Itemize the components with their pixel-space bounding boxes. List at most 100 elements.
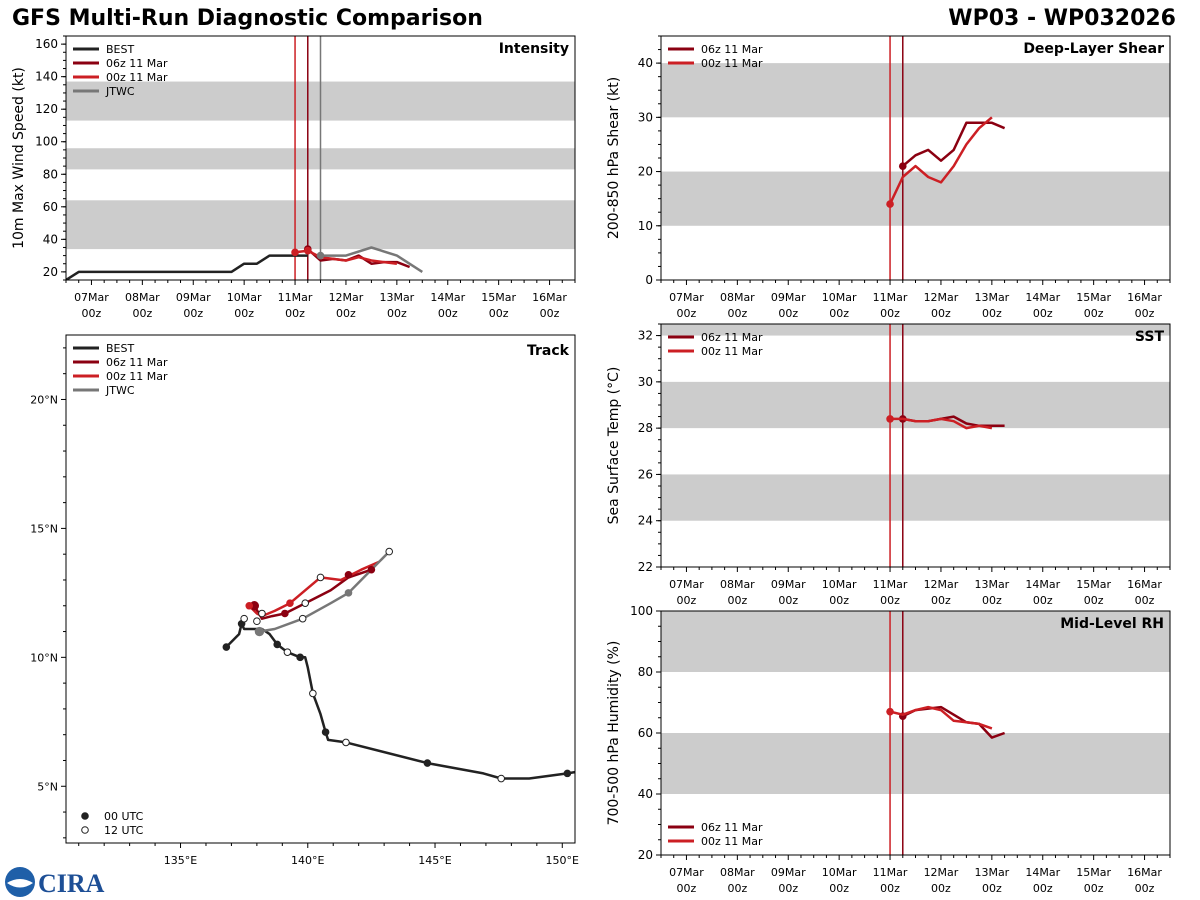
x-tick-label: 15Mar [1076, 866, 1111, 879]
y-tick-label: 10°N [30, 651, 58, 664]
track-series [222, 547, 575, 783]
noaa-bird-icon [7, 879, 33, 888]
series-point-run00 [886, 707, 894, 716]
panel-title: SST [1135, 329, 1165, 345]
series-line-run00 [889, 705, 993, 730]
sst-series [886, 415, 1005, 430]
x-tick-label: 08Mar [720, 866, 755, 879]
x-tick-sublabel: 00z [1135, 594, 1155, 607]
y-tick-label: 40 [638, 787, 653, 801]
x-tick-label: 150°E [546, 854, 579, 867]
x-tick-label: 13Mar [379, 291, 414, 304]
track-point-best [222, 643, 231, 651]
x-tick-sublabel: 00z [677, 594, 697, 607]
x-tick-label: 08Mar [720, 291, 755, 304]
marker-legend-symbol [81, 826, 89, 834]
x-tick-sublabel: 00z [438, 307, 458, 320]
x-tick-label: 11Mar [873, 291, 908, 304]
x-tick-sublabel: 00z [336, 307, 356, 320]
x-tick-sublabel: 00z [1033, 882, 1053, 895]
x-tick-label: 16Mar [1127, 578, 1162, 591]
track-point-jtwc [385, 547, 394, 556]
y-tick-label: 22 [638, 560, 653, 574]
marker-legend-label: 12 UTC [104, 824, 144, 837]
x-tick-sublabel: 00z [880, 594, 900, 607]
x-tick-label: 09Mar [771, 578, 806, 591]
x-tick-sublabel: 00z [982, 882, 1002, 895]
x-tick-label: 135°E [164, 854, 197, 867]
y-tick-label: 80 [638, 665, 653, 679]
x-tick-sublabel: 00z [931, 594, 951, 607]
y-tick-label: 30 [638, 375, 653, 389]
threshold-band [661, 733, 1170, 794]
y-tick-label: 160 [35, 37, 58, 51]
y-axis-label: 700-500 hPa Humidity (%) [606, 641, 622, 826]
legend-label: JTWC [105, 384, 135, 397]
x-tick-label: 11Mar [873, 866, 908, 879]
y-tick-label: 32 [638, 329, 653, 343]
x-tick-sublabel: 00z [1033, 594, 1053, 607]
x-tick-sublabel: 00z [677, 882, 697, 895]
panel-title: Mid-Level RH [1060, 616, 1164, 632]
x-tick-label: 08Mar [720, 578, 755, 591]
x-tick-sublabel: 00z [677, 307, 697, 320]
x-tick-sublabel: 00z [1084, 307, 1104, 320]
x-tick-label: 10Mar [822, 578, 857, 591]
y-axis-label: 200-850 hPa Shear (kt) [606, 77, 622, 239]
y-tick-label: 0 [645, 273, 653, 287]
x-tick-label: 09Mar [176, 291, 211, 304]
track-line-run00 [248, 560, 380, 618]
marker-legend-symbol [81, 812, 89, 820]
track-point-run00 [258, 609, 266, 618]
x-tick-sublabel: 00z [489, 307, 509, 320]
track-panel: 135°E 140°E 145°E 150°E 5°N 10°N 15°N 20°N Track… [30, 334, 579, 867]
track-point-jtwc [301, 599, 310, 607]
x-tick-sublabel: 00z [829, 882, 849, 895]
track-point-run06 [367, 565, 376, 574]
y-tick-label: 30 [638, 110, 653, 124]
track-point-jtwc [344, 589, 353, 597]
plot-frame [660, 323, 1171, 568]
x-tick-sublabel: 00z [778, 882, 798, 895]
series-line-run00 [888, 116, 993, 205]
legend-label: 00z 11 Mar [701, 345, 763, 358]
track-point-best [273, 640, 282, 649]
x-tick-label: 12Mar [329, 291, 364, 304]
x-tick-label: 15Mar [481, 291, 516, 304]
plot-frame [65, 334, 576, 844]
x-tick-label: 145°E [418, 854, 451, 867]
legend-label: 00z 11 Mar [701, 57, 763, 70]
x-tick-label: 12Mar [924, 578, 959, 591]
y-tick-label: 24 [638, 514, 653, 528]
storm-id: WP03 - WP032026 [948, 6, 1176, 31]
x-tick-sublabel: 00z [1084, 594, 1104, 607]
marker-legend-label: 00 UTC [104, 810, 144, 823]
x-tick-sublabel: 00z [880, 882, 900, 895]
x-tick-label: 11Mar [873, 578, 908, 591]
x-tick-sublabel: 00z [982, 307, 1002, 320]
x-tick-label: 07Mar [669, 291, 704, 304]
legend-label: JTWC [105, 85, 135, 98]
x-tick-label: 10Mar [822, 291, 857, 304]
x-tick-label: 14Mar [430, 291, 465, 304]
x-tick-sublabel: 00z [829, 594, 849, 607]
x-tick-label: 13Mar [974, 866, 1009, 879]
x-tick-sublabel: 00z [982, 594, 1002, 607]
x-tick-label: 07Mar [669, 578, 704, 591]
track-point-jtwc [254, 626, 265, 637]
y-tick-label: 28 [638, 421, 653, 435]
legend-label: BEST [106, 43, 134, 56]
y-tick-label: 15°N [30, 522, 58, 535]
x-tick-label: 08Mar [125, 291, 160, 304]
x-tick-sublabel: 00z [778, 307, 798, 320]
y-tick-label: 100 [35, 135, 58, 149]
x-tick-label: 10Mar [227, 291, 262, 304]
x-tick-label: 13Mar [974, 578, 1009, 591]
x-tick-label: 07Mar [74, 291, 109, 304]
x-tick-label: 14Mar [1025, 578, 1060, 591]
legend-label: BEST [106, 342, 134, 355]
x-tick-label: 15Mar [1076, 291, 1111, 304]
track-point-best [296, 653, 304, 662]
panel-title: Intensity [499, 41, 569, 57]
track-point-best [423, 759, 432, 767]
